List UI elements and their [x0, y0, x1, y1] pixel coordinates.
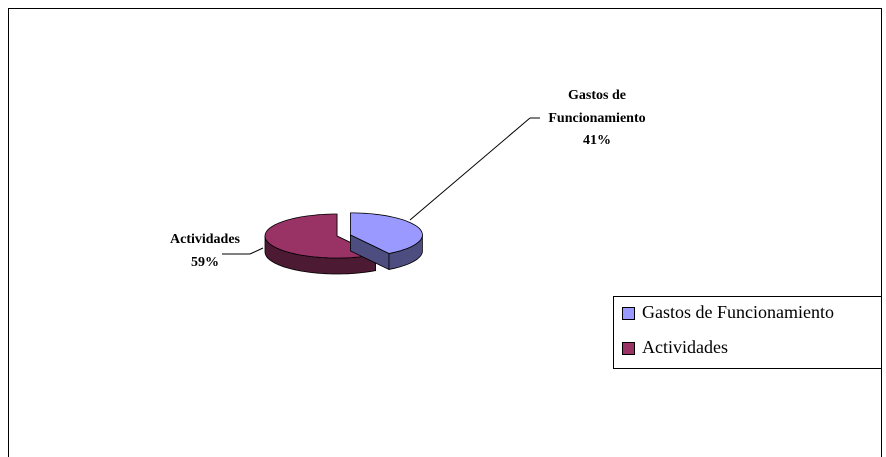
legend-label: Actividades	[642, 337, 728, 357]
legend-swatch	[622, 342, 635, 355]
label-line: Gastos de	[568, 88, 626, 103]
chart-frame	[8, 8, 882, 457]
leader-line	[409, 117, 531, 221]
data-label: 41%	[583, 133, 611, 148]
legend-box	[613, 296, 882, 369]
leader-line	[249, 247, 264, 255]
legend-label: Gastos de Funcionamiento	[642, 302, 834, 322]
data-label: 59%	[191, 255, 219, 270]
slice	[264, 213, 377, 259]
label-line: Funcionamiento	[548, 111, 645, 126]
slice	[350, 212, 423, 254]
legend-swatch	[622, 307, 635, 320]
data-label: Gastos de Funcionamiento	[548, 88, 645, 126]
data-label: Actividades	[170, 232, 241, 247]
